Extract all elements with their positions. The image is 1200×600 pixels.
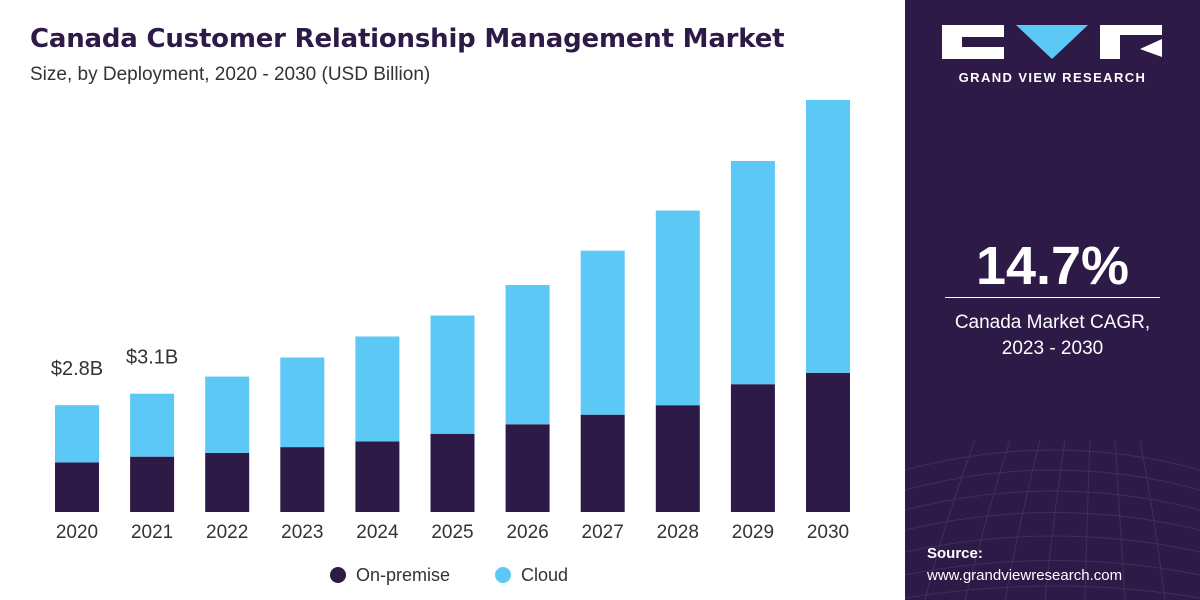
bar-on-premise-2023 — [280, 447, 325, 512]
x-tick-label: 2020 — [56, 522, 98, 543]
x-tick-label: 2029 — [732, 522, 774, 543]
x-tick-label: 2024 — [356, 522, 399, 543]
info-sidebar: GRAND VIEW RESEARCH 14.7% Canada Market … — [905, 0, 1200, 600]
bar-on-premise-2026 — [505, 424, 550, 512]
bar-on-premise-2027 — [580, 414, 625, 512]
logo-triangle-icon — [1016, 25, 1088, 59]
legend-swatch-icon — [495, 567, 511, 583]
bar-cloud-2022 — [205, 376, 250, 453]
x-tick-label: 2027 — [582, 522, 624, 543]
gvr-logo — [942, 25, 1162, 59]
bar-cloud-2027 — [580, 250, 625, 415]
x-tick-label: 2021 — [131, 522, 173, 543]
grid-decoration — [905, 439, 1200, 600]
bar-cloud-2026 — [505, 285, 550, 425]
cagr-value: 14.7% — [975, 236, 1130, 296]
bar-cloud-2023 — [280, 357, 325, 448]
x-tick-label: 2025 — [431, 522, 473, 543]
cagr-label-line2: 2023 - 2030 — [1001, 338, 1104, 359]
source-label: Source: — [927, 545, 983, 562]
x-tick-label: 2026 — [506, 522, 548, 543]
bar-on-premise-2021 — [130, 456, 175, 512]
bar-cloud-2024 — [355, 336, 400, 442]
bar-cloud-2020 — [55, 405, 99, 463]
logo-text: GRAND VIEW RESEARCH — [958, 70, 1147, 85]
x-tick-label: 2030 — [807, 522, 849, 543]
stacked-bar-chart: 2020 2021 2022 2023 2024 2025 2026 2027 2028 2029… — [51, 100, 850, 585]
bar-cloud-2028 — [655, 210, 700, 406]
source-link[interactable]: www.grandviewresearch.com — [927, 567, 1123, 584]
bar-on-premise-2020 — [55, 462, 99, 512]
bar-cloud-2021 — [130, 393, 175, 457]
data-label: $3.1B — [126, 347, 178, 369]
chart-subtitle: Size, by Deployment, 2020 - 2030 (USD Bi… — [30, 64, 431, 85]
bar-on-premise-2030 — [806, 372, 850, 512]
bar-on-premise-2024 — [355, 441, 400, 512]
bar-on-premise-2028 — [655, 405, 700, 512]
legend-item-on-premise: On-premise — [330, 565, 450, 585]
bar-cloud-2025 — [430, 315, 475, 434]
chart-title: Canada Customer Relationship Management … — [30, 24, 785, 54]
bar-cloud-2029 — [730, 161, 775, 385]
data-label: $2.8B — [51, 358, 103, 380]
legend-swatch-icon — [330, 567, 346, 583]
bar-on-premise-2025 — [430, 433, 475, 512]
legend-item-cloud: Cloud — [495, 565, 568, 585]
bar-on-premise-2022 — [205, 452, 250, 512]
cagr-label: Canada Market CAGR, 2023 - 2030 — [905, 310, 1200, 362]
bar-cloud-2030 — [806, 100, 850, 373]
x-tick-label: 2022 — [206, 522, 248, 543]
cagr-label-line1: Canada Market CAGR, — [954, 312, 1151, 333]
bar-on-premise-2029 — [730, 384, 775, 512]
divider — [945, 297, 1160, 298]
legend-label: On-premise — [356, 565, 450, 585]
x-tick-label: 2028 — [657, 522, 699, 543]
chart-panel: Canada Customer Relationship Management … — [30, 24, 850, 585]
x-tick-label: 2023 — [281, 522, 323, 543]
legend-label: Cloud — [521, 565, 568, 585]
